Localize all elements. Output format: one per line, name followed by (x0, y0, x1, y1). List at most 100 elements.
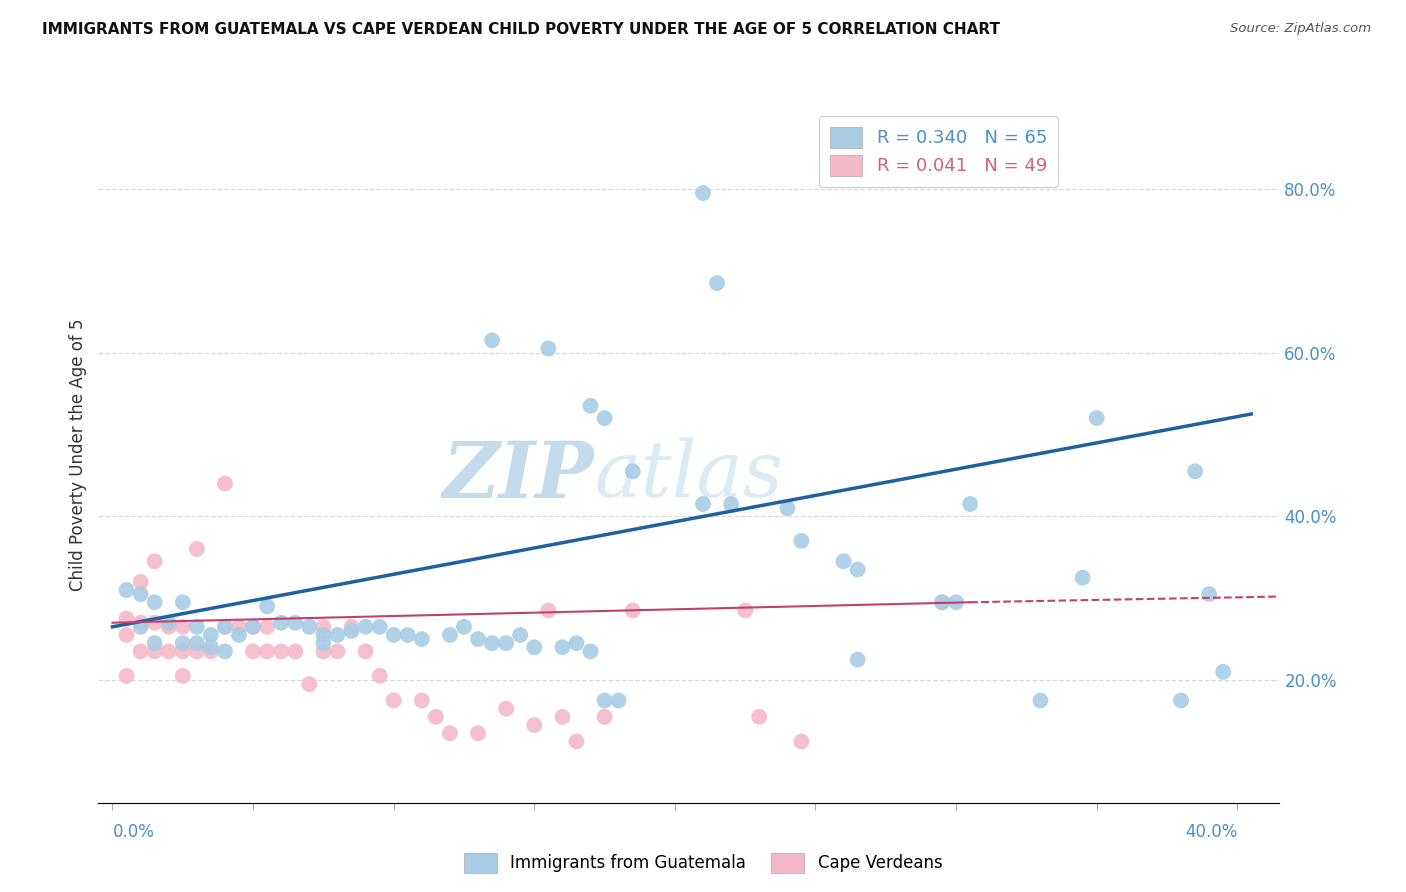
Point (579, 644, 602, 658)
Point (593, 411, 616, 425)
Point (537, 342, 560, 356)
Point (129, 644, 152, 658)
Point (790, 734, 813, 748)
Point (959, 497, 981, 511)
Point (354, 644, 377, 658)
Point (172, 620, 194, 634)
Point (312, 620, 335, 634)
Point (129, 620, 152, 634)
Point (537, 603, 560, 617)
Point (256, 620, 278, 634)
Point (143, 554, 166, 568)
Point (467, 632, 489, 646)
Point (186, 620, 208, 634)
Text: ZIP: ZIP (443, 438, 595, 514)
Point (593, 693, 616, 707)
Point (467, 726, 489, 740)
Text: IMMIGRANTS FROM GUATEMALA VS CAPE VERDEAN CHILD POVERTY UNDER THE AGE OF 5 CORRE: IMMIGRANTS FROM GUATEMALA VS CAPE VERDEA… (42, 22, 1000, 37)
Point (115, 612, 138, 626)
Point (396, 628, 419, 642)
Point (621, 464, 644, 478)
Legend: Immigrants from Guatemala, Cape Verdeans: Immigrants from Guatemala, Cape Verdeans (457, 847, 949, 880)
Point (551, 710, 574, 724)
Point (439, 726, 461, 740)
Point (523, 718, 546, 732)
Point (551, 640, 574, 655)
Text: Source: ZipAtlas.com: Source: ZipAtlas.com (1230, 22, 1371, 36)
Point (228, 620, 250, 634)
Point (931, 595, 953, 609)
Y-axis label: Child Poverty Under the Age of 5: Child Poverty Under the Age of 5 (69, 318, 87, 591)
Point (1071, 571, 1094, 585)
Point (368, 620, 391, 634)
Point (242, 620, 264, 634)
Point (354, 620, 377, 634)
Point (214, 620, 236, 634)
Point (425, 710, 447, 724)
Point (157, 615, 180, 630)
Point (411, 693, 433, 707)
Point (270, 615, 292, 630)
Point (129, 574, 152, 589)
Point (200, 628, 222, 642)
Point (270, 644, 292, 658)
Point (439, 628, 461, 642)
Point (1212, 665, 1234, 679)
Point (242, 620, 264, 634)
Point (228, 628, 250, 642)
Point (326, 644, 349, 658)
Point (172, 644, 194, 658)
Point (692, 186, 714, 200)
Point (284, 615, 307, 630)
Point (172, 636, 194, 650)
Point (776, 501, 799, 516)
Point (186, 636, 208, 650)
Point (312, 644, 335, 658)
Point (720, 497, 742, 511)
Point (593, 710, 616, 724)
Point (523, 640, 546, 655)
Point (143, 636, 166, 650)
Point (143, 595, 166, 609)
Point (495, 636, 517, 650)
Point (298, 620, 321, 634)
Point (157, 644, 180, 658)
Text: atlas: atlas (595, 438, 783, 514)
Point (621, 603, 644, 617)
Point (298, 677, 321, 691)
Point (481, 334, 503, 348)
Point (453, 620, 475, 634)
Legend: R = 0.340   N = 65, R = 0.041   N = 49: R = 0.340 N = 65, R = 0.041 N = 49 (818, 116, 1057, 186)
Point (1085, 411, 1108, 425)
Point (846, 562, 869, 576)
Point (129, 587, 152, 601)
Point (115, 669, 138, 683)
Point (931, 595, 953, 609)
Point (157, 620, 180, 634)
Point (579, 399, 602, 413)
Point (748, 710, 770, 724)
Point (495, 701, 517, 715)
Point (692, 497, 714, 511)
Point (256, 644, 278, 658)
Point (312, 628, 335, 642)
Point (1198, 587, 1220, 601)
Point (186, 644, 208, 658)
Point (1029, 693, 1052, 707)
Point (340, 620, 363, 634)
Point (368, 669, 391, 683)
Point (832, 554, 855, 568)
Point (214, 620, 236, 634)
Text: 40.0%: 40.0% (1185, 823, 1237, 841)
Point (143, 615, 166, 630)
Point (200, 640, 222, 655)
Point (607, 693, 630, 707)
Point (734, 603, 756, 617)
Point (411, 632, 433, 646)
Point (214, 644, 236, 658)
Point (945, 595, 967, 609)
Point (200, 644, 222, 658)
Point (172, 595, 194, 609)
Point (242, 644, 264, 658)
Point (143, 644, 166, 658)
